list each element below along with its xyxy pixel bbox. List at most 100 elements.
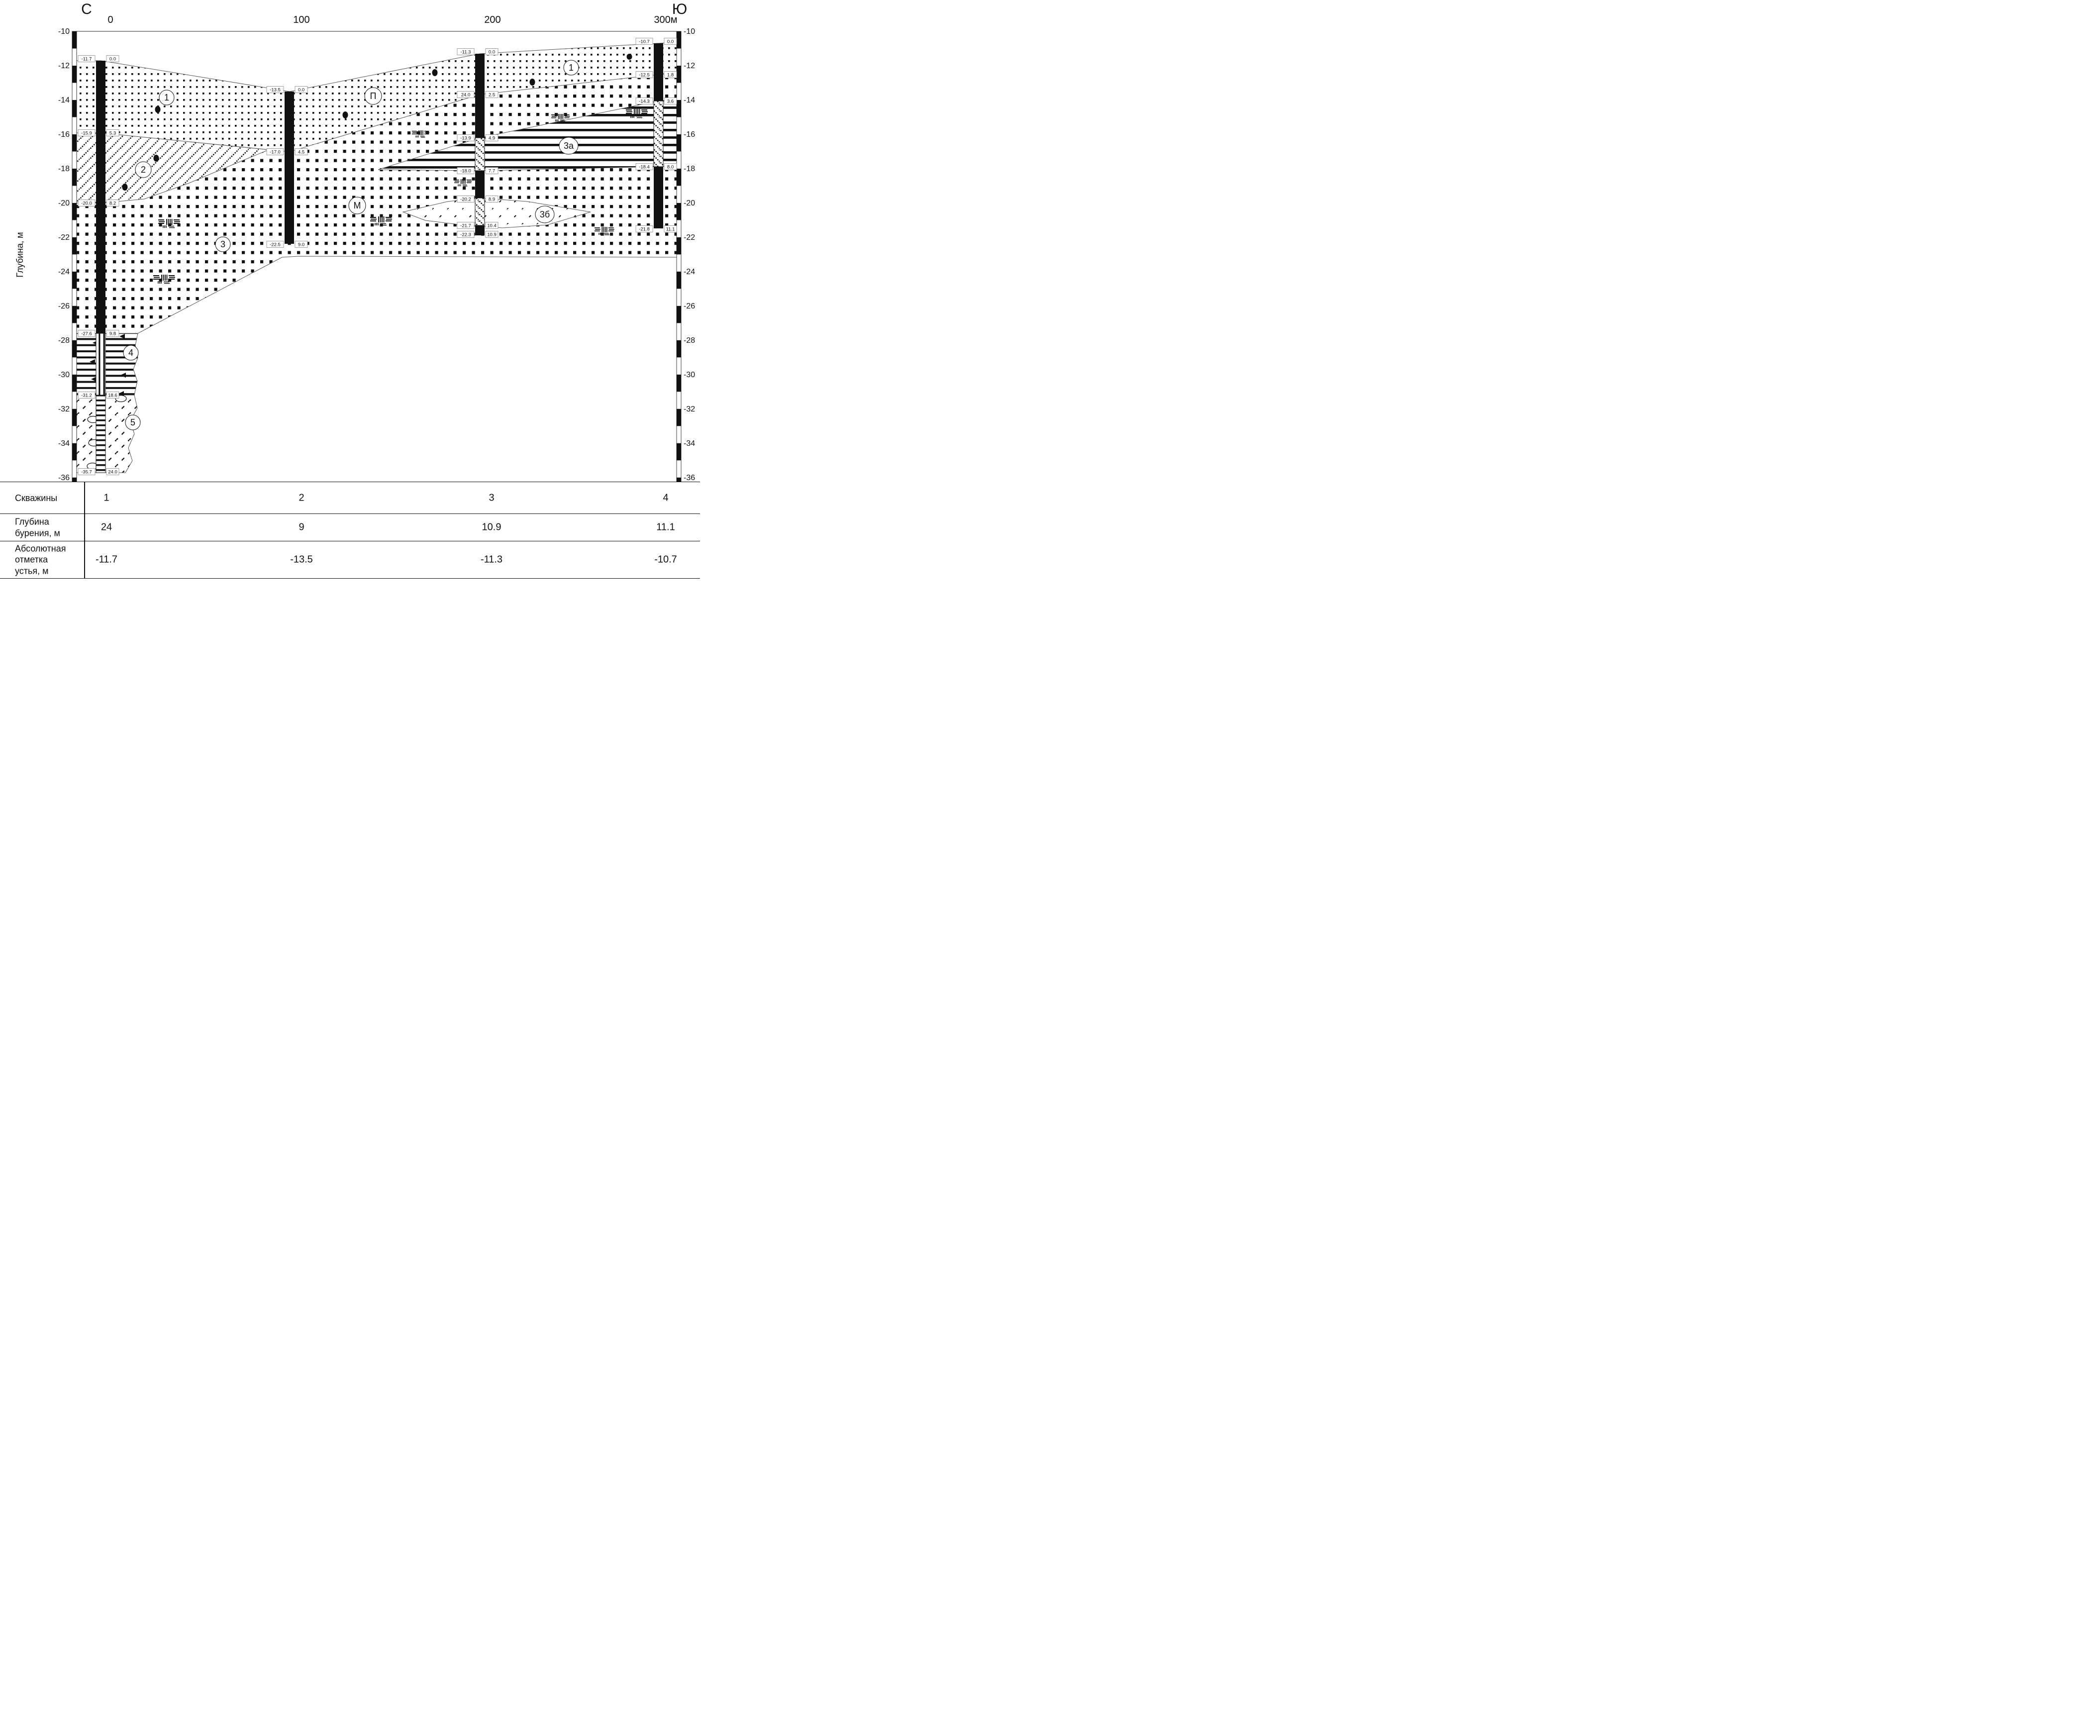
well-number: 3 [489, 492, 495, 503]
borehole-4-column-top [654, 43, 663, 101]
table-row-wellhead-elevation: Абсолютная отметка устья, м -11.7 -13.5 … [0, 541, 700, 578]
layer-mark-5: 5 [130, 417, 135, 427]
elev-label: -13.9 [460, 136, 471, 141]
borehole-1-screen-horizontal [96, 395, 106, 473]
sample-dot [153, 155, 159, 162]
drilling-depth-value: 24 [100, 521, 112, 533]
depth-label: 3.6 [667, 99, 674, 104]
borehole-3-column-bottom [475, 225, 485, 235]
elev-label: -31.2 [81, 393, 92, 399]
wellhead-elevation-value: -10.7 [654, 554, 677, 565]
table-vertical-divider [84, 482, 85, 578]
depth-label: 4.5 [298, 150, 304, 155]
elev-label: 24.0 [461, 93, 471, 98]
table-row-wells: Скважины 1 2 3 4 [0, 482, 700, 513]
layer-mark-2: 2 [141, 165, 146, 175]
cross-section-canvas: С Ю 0 100 200 300м -10 -12 -14 -16 -18 -… [15, 1, 695, 482]
well-number: 1 [103, 492, 109, 503]
depth-label: 10.9 [487, 232, 497, 238]
elev-label: -22.3 [460, 232, 471, 238]
depth-tick-label: -12 [58, 62, 70, 70]
table-row-drilling-depth: Глубина бурения, м 24 9 10.9 11.1 [0, 513, 700, 541]
depth-label: 10.4 [487, 223, 497, 229]
wellhead-elevation-value: -11.3 [480, 554, 503, 565]
layer-mark-3: 3 [220, 239, 225, 249]
elev-label: -11.3 [461, 50, 471, 55]
layer-number-marks: 1 П 1 2 3 М 3а 3б 4 5 [123, 60, 579, 430]
wellhead-elevation-value: -11.7 [95, 554, 118, 565]
layer-mark-m: М [354, 201, 361, 210]
depth-label: 0.0 [667, 39, 674, 45]
sample-dot [432, 69, 438, 76]
scale-tick-300: 300м [654, 14, 677, 25]
layer-4-region [76, 333, 138, 396]
depth-label: 18.6 [108, 393, 117, 399]
depth-tick-label: -34 [684, 439, 695, 448]
depth-tick-label: -10 [684, 27, 695, 36]
drilling-depth-value: 9 [299, 521, 304, 533]
direction-north-label: С [81, 1, 92, 17]
sample-dot [122, 184, 128, 191]
depth-label: 8.0 [667, 165, 674, 170]
depth-tick-label: -14 [684, 96, 695, 104]
borehole-label-boxes: -11.7 0.0 -15.9 5.3 -20.0 8.2 -27.6 9.8 … [78, 38, 677, 475]
depth-label: 0.0 [298, 88, 304, 93]
well-number: 4 [663, 492, 669, 503]
layer-5-region [76, 395, 138, 473]
depth-tick-label: -28 [58, 336, 70, 345]
depth-tick-label: -26 [58, 302, 70, 310]
layer-mark-3b: 3б [540, 209, 550, 219]
depth-tick-label: -30 [684, 371, 695, 379]
elev-label: -10.7 [639, 39, 650, 45]
right-depth-ticks: -10 -12 -14 -16 -18 -20 -22 -24 -26 -28 … [684, 27, 695, 482]
depth-label: 4.9 [489, 136, 495, 141]
depth-tick-label: -14 [58, 96, 70, 104]
elev-label: -21.8 [639, 227, 650, 232]
depth-label: 5.3 [109, 131, 116, 136]
depth-label: 7.7 [489, 169, 495, 174]
depth-label: 11.1 [666, 227, 675, 232]
borehole-4-screen [653, 101, 664, 167]
elev-label: -13.5 [270, 88, 281, 93]
left-depth-ticks: -10 -12 -14 -16 -18 -20 -22 -24 -26 -28 … [58, 27, 70, 482]
depth-tick-label: -30 [58, 371, 70, 379]
depth-tick-label: -20 [684, 199, 695, 207]
layer-mark-p: П [370, 91, 377, 101]
elev-label: -22.5 [270, 242, 281, 248]
depth-tick-label: -10 [58, 27, 70, 36]
borehole-data-table: Скважины 1 2 3 4 Глубина бурения, м 24 9… [0, 482, 700, 579]
geological-cross-section: С Ю 0 100 200 300м -10 -12 -14 -16 -18 -… [0, 0, 700, 579]
depth-tick-label: -32 [684, 405, 695, 413]
borehole-columns [96, 43, 664, 473]
depth-label: 8.2 [109, 201, 116, 206]
depth-label: 0.0 [489, 50, 495, 55]
bh2-label-pair: -13.5 0.0 -17.0 4.5 -22.5 9.0 [266, 86, 308, 248]
depth-tick-label: -34 [58, 439, 70, 448]
depth-tick-label: -18 [684, 165, 695, 173]
elev-label: -20.2 [460, 197, 471, 203]
layer-mark-1: 1 [164, 93, 169, 102]
depth-tick-label: -36 [58, 474, 70, 482]
borehole-3-column-mid [475, 171, 485, 198]
wellhead-elevation-value: -13.5 [290, 554, 313, 565]
row-label-wellhead-elevation: Абсолютная отметка устья, м [15, 543, 66, 576]
sample-point-dots [122, 54, 632, 191]
borehole-1-column [96, 61, 105, 333]
depth-tick-label: -22 [58, 233, 70, 242]
layer-regions [76, 42, 677, 473]
depth-label: 0.0 [109, 57, 116, 62]
scale-tick-0: 0 [107, 14, 113, 25]
depth-tick-label: -16 [684, 130, 695, 139]
depth-tick-label: -22 [684, 233, 695, 242]
elev-label: -35.7 [81, 470, 92, 475]
layer-mark-1b: 1 [569, 63, 574, 73]
borehole-3-screen-2 [475, 198, 485, 226]
bh3-label-pair: -11.3 0.0 24.0 2.5 -13.9 4.9 -18.0 7.7 -… [457, 48, 499, 238]
borehole-1-screen-vertical [96, 333, 106, 396]
elev-label: -18.0 [460, 169, 471, 174]
depth-tick-label: -24 [58, 268, 70, 276]
scale-tick-100: 100 [293, 14, 309, 25]
borehole-3-screen-1 [475, 137, 485, 171]
depth-tick-label: -36 [684, 474, 695, 482]
elev-label: -15.9 [81, 131, 92, 136]
